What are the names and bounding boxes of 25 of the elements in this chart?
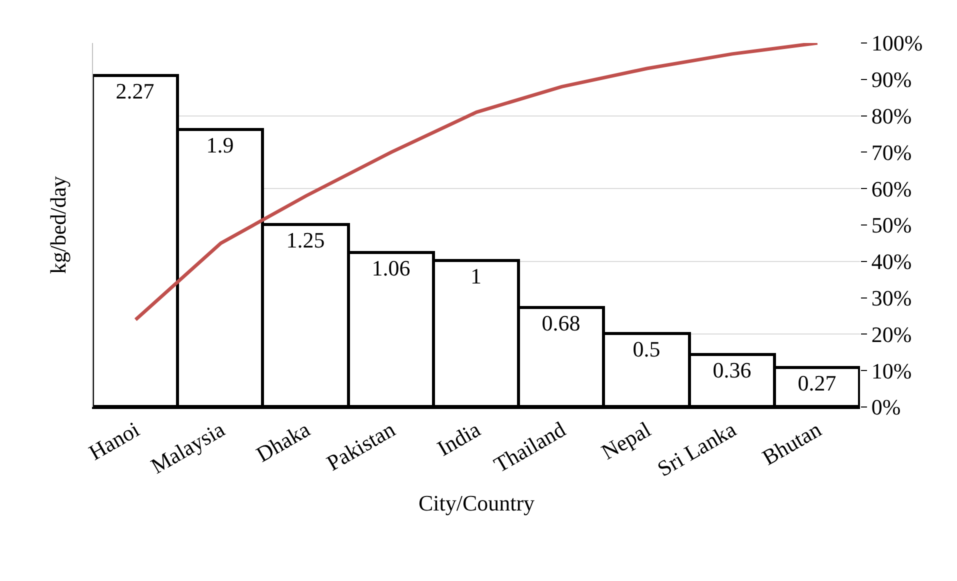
y2-tick-label: 100% [871, 30, 923, 56]
y2-tick-label: 40% [871, 249, 912, 274]
y2-tick-label: 0% [871, 394, 901, 420]
data-label: 0.27 [798, 370, 836, 396]
data-label: 2.27 [116, 78, 154, 104]
x-tick-label: Sri Lanka [653, 416, 740, 482]
y2-tick-label: 50% [871, 212, 912, 238]
data-label: 1 [470, 264, 482, 288]
data-label: 1.25 [286, 228, 325, 252]
data-label: 0.36 [712, 358, 752, 382]
data-label: 0.68 [542, 310, 580, 336]
y2-tick-label: 10% [871, 358, 912, 384]
data-label: 1.06 [372, 256, 410, 280]
data-label: 0.5 [632, 336, 660, 362]
y2-tick-label: 60% [871, 176, 912, 202]
data-label: 1.9 [206, 132, 234, 158]
y-axis-title: kg/bed/day [45, 176, 70, 274]
y2-tick-label: 80% [871, 104, 912, 128]
y2-tick-label: 20% [871, 322, 912, 347]
x-tick-label: India [432, 416, 485, 461]
x-tick-label: Dhaka [252, 416, 314, 467]
y2-tick-label: 30% [871, 286, 912, 310]
y2-tick-label: 70% [871, 140, 912, 165]
y2-tick-label: 90% [871, 67, 912, 92]
x-axis-title: City/Country [418, 490, 535, 516]
